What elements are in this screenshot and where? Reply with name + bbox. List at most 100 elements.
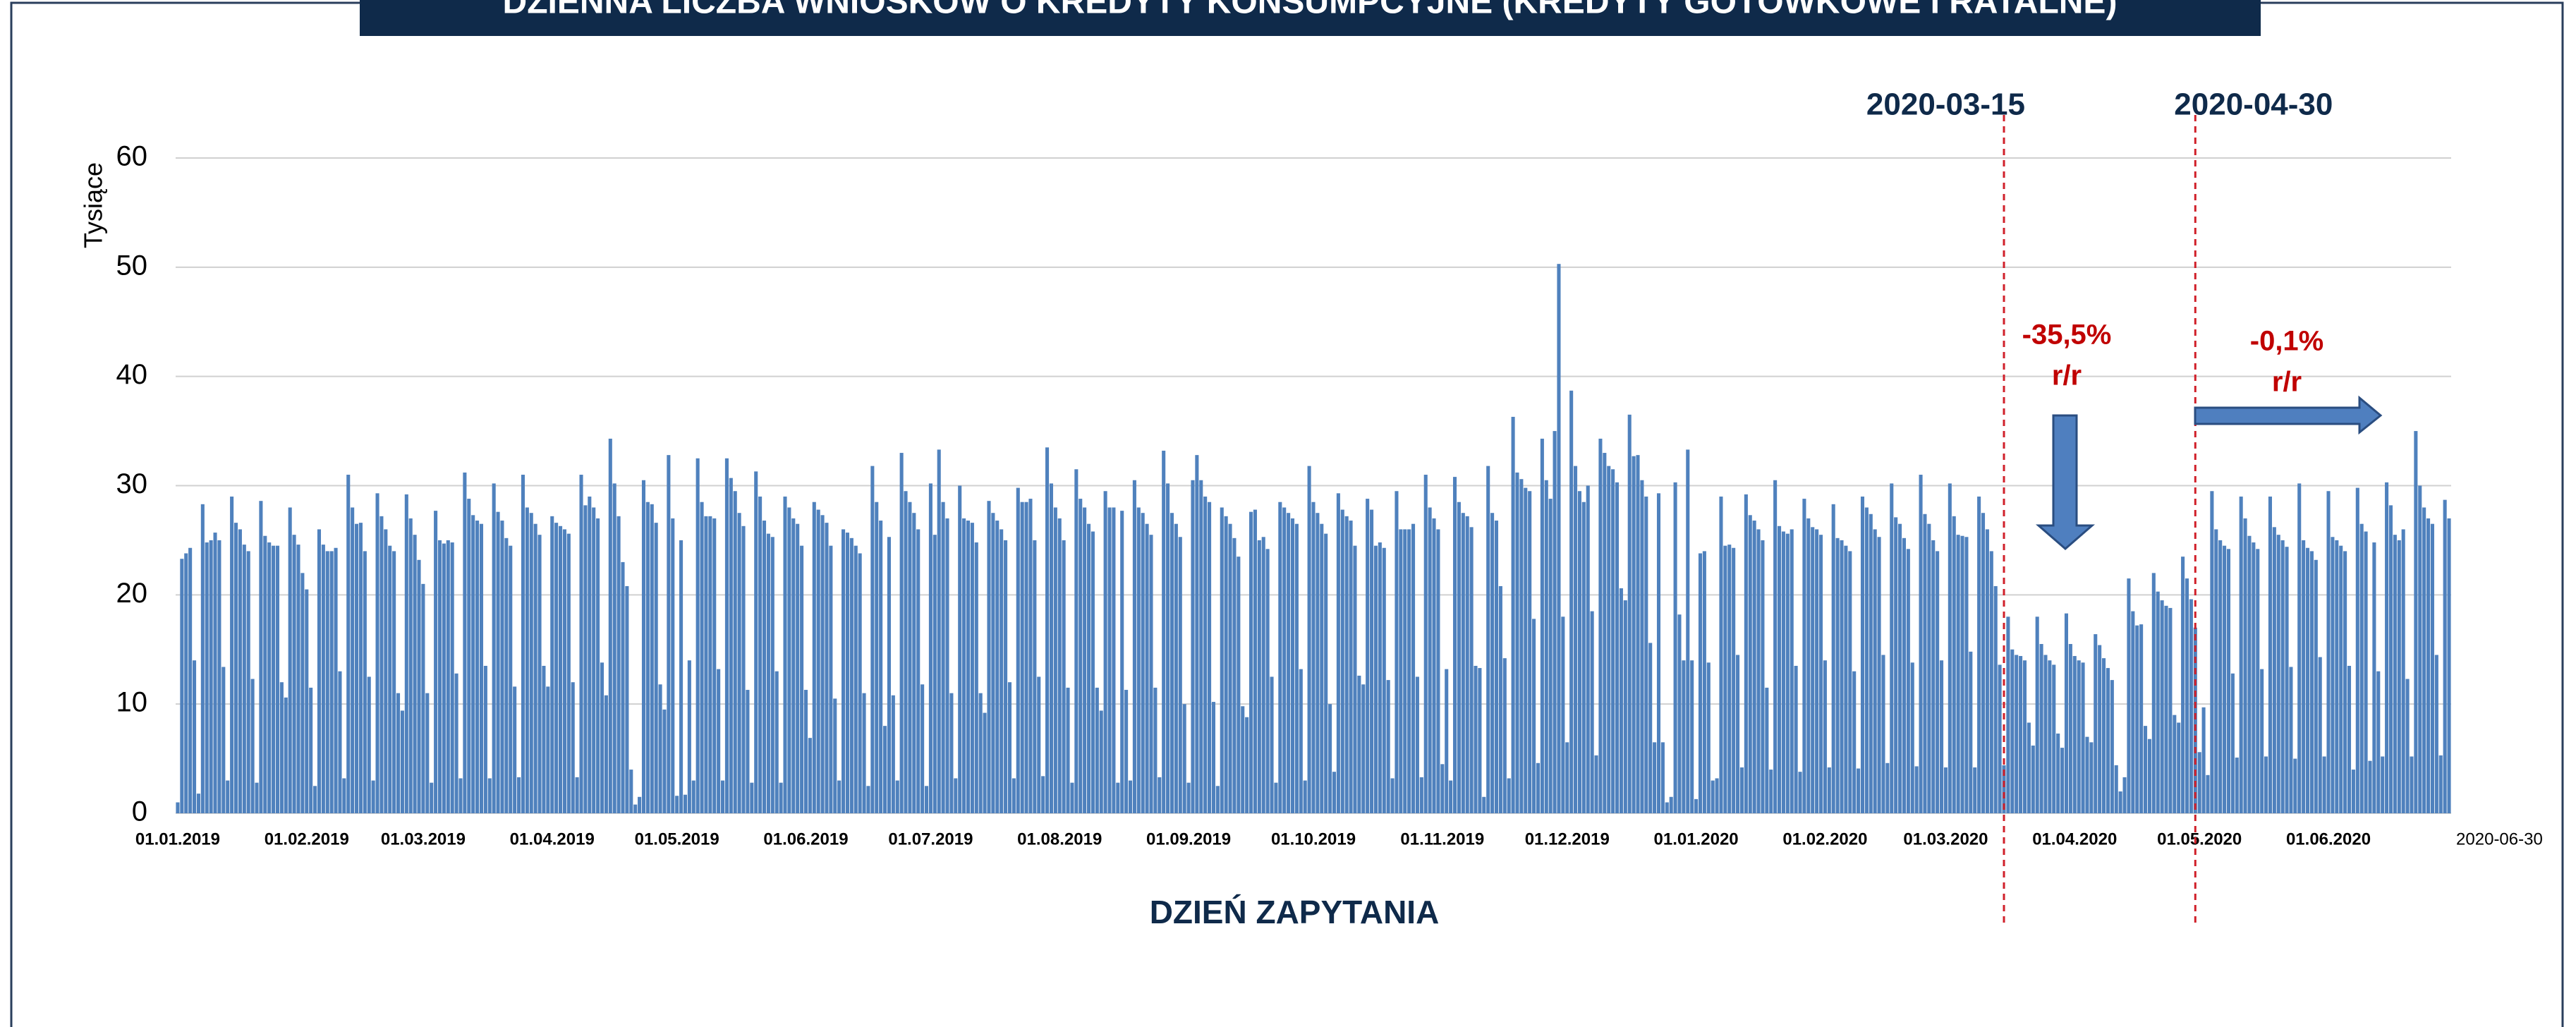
bar [533, 523, 537, 813]
bar [575, 777, 579, 813]
bar [2355, 487, 2359, 813]
bar [1316, 513, 1320, 813]
bar [1756, 529, 1761, 813]
y-tick-label: 60 [116, 141, 148, 172]
x-tick-label: 01.10.2019 [1271, 830, 1356, 849]
bar [1290, 518, 1295, 813]
bar [1806, 518, 1811, 813]
x-tick-label: 01.05.2020 [2157, 830, 2242, 849]
bar [1586, 485, 1590, 813]
x-tick-label: 01.04.2020 [2032, 830, 2117, 849]
bar [1000, 529, 1004, 813]
bar [2173, 715, 2177, 813]
bar [2285, 547, 2289, 813]
bar [1823, 660, 1827, 813]
bar [434, 511, 438, 813]
bar [875, 502, 879, 813]
bar [1528, 491, 1532, 813]
bar [375, 493, 379, 813]
bar [912, 513, 916, 813]
bar [396, 693, 401, 813]
bar [226, 780, 230, 813]
bar [1478, 668, 1482, 813]
bar [2068, 644, 2072, 813]
bar [2359, 523, 2364, 813]
bar [641, 480, 646, 813]
bar [1162, 450, 1166, 813]
bar [2072, 656, 2077, 813]
bar [1515, 472, 1519, 813]
bar [1931, 540, 1936, 813]
bar [233, 523, 238, 813]
bar [2226, 549, 2231, 813]
bar [1852, 671, 1857, 813]
bar [513, 686, 517, 813]
bar [954, 778, 958, 813]
bar [2243, 518, 2247, 813]
bar [2164, 605, 2168, 813]
bar [2326, 491, 2331, 813]
bar [2094, 634, 2098, 813]
bar [2264, 756, 2268, 813]
bar [1557, 264, 1561, 813]
bar [1952, 516, 1956, 813]
bar [1415, 676, 1419, 813]
bar [2151, 573, 2156, 813]
bar [2256, 549, 2260, 813]
bar [1282, 507, 1287, 813]
bar [662, 709, 667, 813]
bar [808, 738, 812, 813]
bar [633, 804, 638, 813]
bar [1594, 755, 1598, 813]
bar [2110, 680, 2114, 813]
bar [2405, 679, 2410, 813]
bar [1690, 660, 1694, 813]
bar [1220, 507, 1224, 813]
bar [1993, 585, 1998, 813]
bar [895, 780, 899, 813]
bar [437, 540, 442, 813]
bar [754, 471, 758, 813]
bar [1598, 438, 1603, 813]
bar [987, 501, 991, 813]
bar [1066, 687, 1070, 813]
bar [1906, 549, 1910, 813]
bar [1132, 480, 1136, 813]
bar [2347, 665, 2352, 813]
down-arrow [2035, 414, 2096, 550]
bar [2010, 649, 2015, 813]
bar [342, 778, 346, 813]
bar [400, 710, 404, 813]
bar [1960, 535, 1964, 813]
bar [2331, 537, 2335, 813]
y-tick-label: 10 [116, 687, 148, 718]
bar [1694, 798, 1699, 813]
bar [1407, 529, 1411, 813]
bar [1149, 535, 1153, 813]
bar [596, 518, 600, 813]
bar [413, 535, 417, 813]
bar [2114, 765, 2118, 813]
bar [1844, 545, 1848, 813]
bar [1873, 529, 1877, 813]
marker-label: 2020-03-15 [1866, 87, 2025, 122]
x-tick-label: 01.06.2019 [763, 830, 848, 849]
bar [928, 483, 932, 813]
bar [1498, 585, 1502, 813]
bar [2272, 527, 2276, 813]
bar [446, 540, 450, 813]
x-tick-label: 01.09.2019 [1146, 830, 1231, 849]
bar [1956, 535, 1960, 813]
bar [849, 537, 853, 813]
bar [275, 545, 280, 813]
bar [2218, 540, 2223, 813]
bar [1948, 483, 1952, 813]
bar [708, 516, 712, 813]
bar [629, 770, 633, 813]
bar [292, 535, 296, 813]
annotation: -0,1% [2250, 326, 2324, 357]
bar [1561, 616, 1565, 813]
bar [1860, 496, 1865, 813]
bar [1124, 690, 1129, 813]
bar [1378, 542, 1382, 813]
